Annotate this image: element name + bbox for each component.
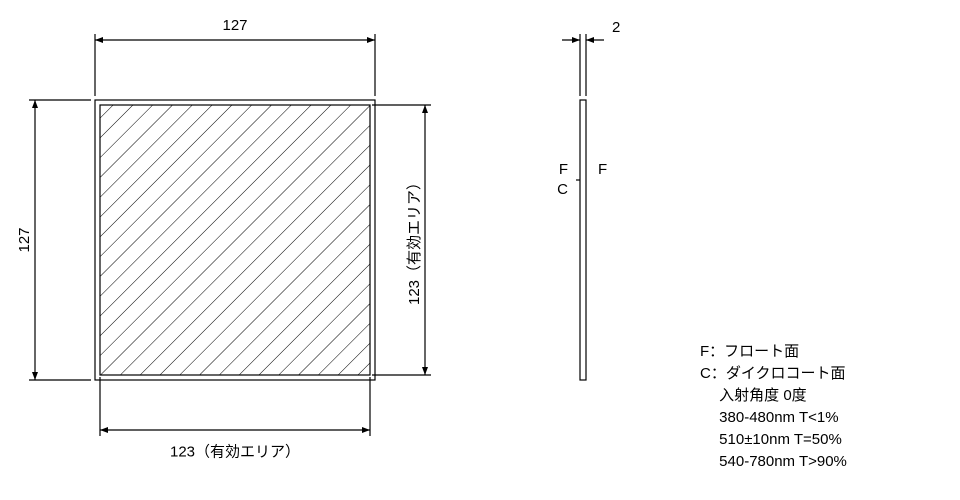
svg-text:127: 127 [222,17,247,34]
svg-text:C: C [557,181,568,198]
svg-text:123（有効エリア）: 123（有効エリア） [170,443,300,460]
legend-line: 540-780nm T>90% [700,450,847,471]
legend-line: F：フロート面 [700,340,799,361]
engineering-drawing: 127127123（有効エリア）123（有効エリア）2FCF F：フロート面C：… [0,0,960,500]
legend-line: 510±10nm T=50% [700,428,842,449]
svg-text:F: F [559,161,568,178]
svg-text:123（有効エリア）: 123（有効エリア） [406,175,423,305]
legend-line: 入射角度 0度 [700,384,807,405]
svg-text:F: F [598,161,607,178]
legend-line: 380-480nm T<1% [700,406,839,427]
legend-line: C：ダイクロコート面 [700,362,846,383]
svg-text:2: 2 [612,19,620,36]
svg-text:127: 127 [16,227,33,252]
